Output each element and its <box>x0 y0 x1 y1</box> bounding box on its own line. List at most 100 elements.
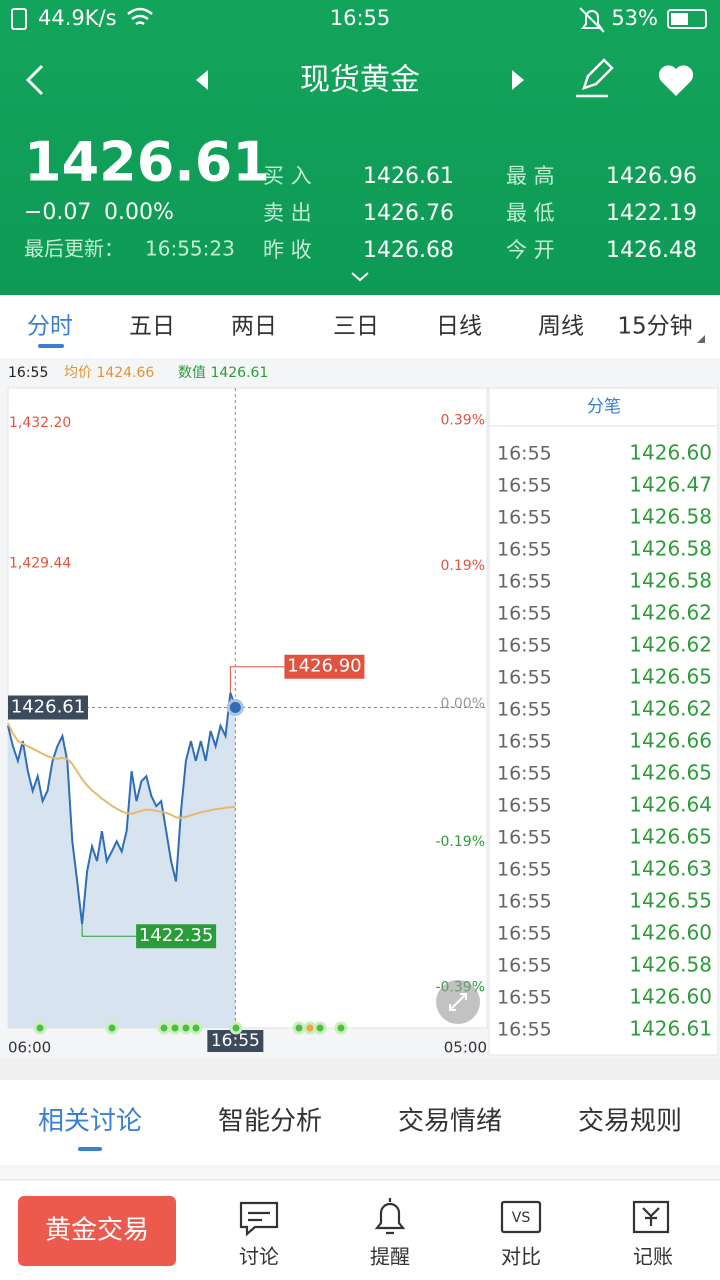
tick-price: 1426.63 <box>629 857 712 881</box>
tick-price: 1426.66 <box>629 729 712 753</box>
legend-avg: 均价 1424.66 <box>64 365 154 381</box>
tick-time: 16:55 <box>497 795 552 817</box>
field-value: 1426.68 <box>363 238 454 263</box>
y-tick-label: 1,432.20 <box>9 415 71 431</box>
edit-button[interactable] <box>576 58 614 98</box>
separator <box>0 1058 720 1080</box>
updated-time: 16:55:23 <box>145 237 235 261</box>
change-percent: 0.00% <box>104 200 174 225</box>
crosshair-time-box <box>207 1030 264 1052</box>
tick-price: 1426.65 <box>629 761 712 785</box>
average-line <box>7 722 236 819</box>
tick-time: 16:55 <box>497 987 552 1009</box>
field-label: 今 开 <box>506 238 555 262</box>
tick-time: 16:55 <box>497 443 552 465</box>
tick-price: 1426.58 <box>629 505 712 529</box>
field-label: 最 低 <box>506 201 555 225</box>
crosshair-time: 16:55 <box>211 1031 260 1051</box>
tick-price: 1426.55 <box>629 889 712 913</box>
tick-time: 16:55 <box>497 731 552 753</box>
tick-time: 16:55 <box>497 699 552 721</box>
prev-button[interactable] <box>196 70 208 90</box>
tick-time: 16:55 <box>497 859 552 881</box>
y-tick-label: 1,429.44 <box>9 556 71 572</box>
tick-time: 16:55 <box>497 763 552 785</box>
legend-value: 数值 1426.61 <box>178 365 268 381</box>
crosshair-value-box <box>8 695 88 720</box>
battery-text: 53% <box>611 6 658 30</box>
field-value: 1426.48 <box>606 238 697 263</box>
page-title: 现货黄金 <box>300 63 420 98</box>
field-value: 1426.61 <box>363 164 454 189</box>
bottom-item[interactable]: 对比 <box>501 1245 541 1269</box>
tick-price: 1426.58 <box>629 537 712 561</box>
price-line <box>7 692 237 925</box>
tick-price: 1426.62 <box>629 601 712 625</box>
tick-time: 16:55 <box>497 475 552 497</box>
period-tab[interactable]: 周线 <box>538 314 584 340</box>
favorite-button[interactable] <box>658 65 694 96</box>
tick-time: 16:55 <box>497 923 552 945</box>
next-button[interactable] <box>512 70 524 90</box>
y2-tick-label: 0.19% <box>441 558 485 574</box>
period-tab[interactable]: 分时 <box>27 314 73 340</box>
updated-label: 最后更新： <box>24 237 124 261</box>
tick-price: 1426.58 <box>629 569 712 593</box>
tick-time: 16:55 <box>497 539 552 561</box>
bottom-item[interactable]: 讨论 <box>239 1245 279 1269</box>
tick-time: 16:55 <box>497 507 552 529</box>
y2-tick-label: 0.00% <box>441 696 485 712</box>
trade-button[interactable] <box>18 1196 176 1266</box>
fullscreen-icon <box>449 993 467 1011</box>
event-markers <box>33 1021 348 1035</box>
section-tab[interactable]: 智能分析 <box>218 1107 322 1137</box>
tick-price: 1426.60 <box>629 441 712 465</box>
clock: 16:55 <box>330 6 391 30</box>
tick-price: 1426.61 <box>629 1017 712 1041</box>
tick-time: 16:55 <box>497 1019 552 1041</box>
annotation-box <box>136 924 217 949</box>
tick-price: 1426.60 <box>629 921 712 945</box>
bottom-item[interactable]: 提醒 <box>370 1245 410 1269</box>
bottom-icons <box>239 1198 670 1237</box>
tick-price: 1426.65 <box>629 825 712 849</box>
price-change: −0.07 <box>24 200 91 225</box>
tick-time: 16:55 <box>497 955 552 977</box>
field-label: 最 高 <box>506 164 555 188</box>
field-label: 卖 出 <box>263 201 312 225</box>
section-tab[interactable]: 相关讨论 <box>38 1107 142 1137</box>
annotation-leader <box>229 666 285 693</box>
period-tab[interactable]: 日线 <box>436 314 482 340</box>
period-tab[interactable]: 五日 <box>129 314 175 340</box>
tick-time: 16:55 <box>497 827 552 849</box>
tick-price: 1426.60 <box>629 985 712 1009</box>
bottom-item[interactable]: 记账 <box>633 1245 673 1269</box>
tick-price: 1426.47 <box>629 473 712 497</box>
section-indicator <box>78 1147 102 1151</box>
net-speed: 44.9K/s <box>38 6 117 30</box>
x-end-label: 05:00 <box>444 1039 487 1057</box>
back-button[interactable] <box>25 64 44 96</box>
battery-icon <box>667 9 707 29</box>
tick-time: 16:55 <box>497 571 552 593</box>
ticks-panel <box>488 387 719 1056</box>
tick-price: 1426.64 <box>629 793 712 817</box>
section-tab[interactable]: 交易情绪 <box>398 1107 502 1137</box>
tick-time: 16:55 <box>497 635 552 657</box>
period-tab[interactable]: 两日 <box>231 314 277 340</box>
sim-icon <box>11 8 27 30</box>
x-start-label: 06:00 <box>8 1039 51 1057</box>
field-label: 买 入 <box>263 164 312 188</box>
crosshair-value: 1426.61 <box>11 696 85 717</box>
period-tab[interactable]: 三日 <box>333 314 379 340</box>
wifi-icon <box>127 7 153 26</box>
tick-time: 16:55 <box>497 603 552 625</box>
crosshair-point <box>226 698 244 716</box>
period-tab[interactable]: 15分钟 <box>617 314 692 340</box>
separator <box>0 1165 720 1180</box>
expand-button[interactable] <box>351 272 369 282</box>
annotation-leader <box>81 924 137 937</box>
section-tab[interactable]: 交易规则 <box>578 1107 682 1137</box>
field-label: 昨 收 <box>263 238 312 262</box>
tick-price: 1426.58 <box>629 953 712 977</box>
